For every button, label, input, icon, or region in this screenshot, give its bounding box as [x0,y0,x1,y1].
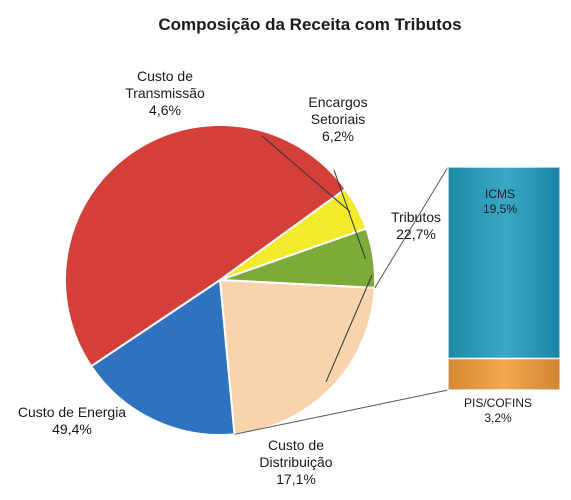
connector-line [234,389,449,435]
pie-slice [219,187,368,281]
slice-name-label: Custo de [268,437,324,453]
bar-segment-label: PIS/COFINS [464,396,532,410]
pie-slice [64,124,347,368]
connector-line [374,166,449,289]
slice-name-label: Encargos [308,94,367,110]
slice-value-label: 49,4% [52,421,92,437]
slice-name-label: Tributos [391,209,441,225]
leader-line [333,169,366,260]
bar-segment-value: 19,5% [483,202,517,216]
bar-segment-label: ICMS [485,187,515,201]
leader-lines [261,135,373,382]
pie-slice [89,278,236,436]
bar-segment-shade [448,167,560,359]
slice-value-label: 4,6% [149,102,181,118]
slice-name-label: Distribuição [259,454,332,470]
breakdown-connectors [234,166,449,435]
bar-segment-shade [448,358,560,390]
slice-value-label: 17,1% [276,471,316,487]
slice-value-label: 22,7% [396,226,436,242]
slice-name-label: Custo de Energia [18,404,126,420]
leader-line [325,274,373,382]
slice-name-label: Setoriais [311,111,365,127]
chart-title: Composição da Receita com Tributos [158,15,461,34]
slice-name-label: Custo de [137,68,193,84]
pie-slices [64,124,376,436]
leader-line [261,135,351,213]
pie-slice [218,278,376,436]
slice-name-label: Transmissão [125,85,205,101]
bar-segment-value: 3,2% [484,411,512,425]
slice-value-label: 6,2% [322,128,354,144]
